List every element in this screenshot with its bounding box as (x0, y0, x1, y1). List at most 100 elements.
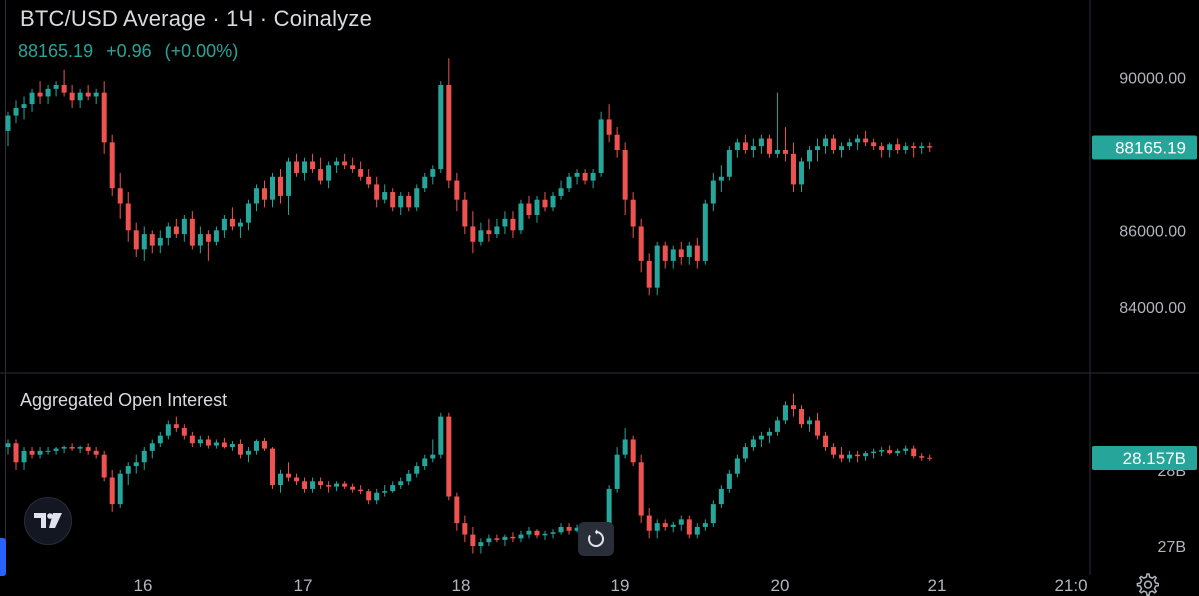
candle (502, 534, 508, 546)
candle (61, 69, 67, 97)
candle-body (550, 532, 556, 534)
candle (85, 85, 91, 101)
candle (702, 519, 708, 531)
candle (478, 222, 484, 246)
candle (630, 435, 636, 467)
candle (718, 165, 724, 193)
candle-body (53, 448, 59, 451)
candle (502, 211, 508, 235)
gear-icon[interactable] (1135, 572, 1159, 596)
candle-body (742, 142, 748, 150)
candle (334, 157, 340, 173)
candle-body (823, 435, 829, 448)
candle (181, 215, 187, 242)
candle (189, 431, 195, 448)
candle-body (269, 448, 275, 486)
candle-body (69, 92, 75, 101)
candle (662, 241, 668, 269)
time-axis-label: 21:0 (1054, 576, 1087, 593)
candle (109, 134, 115, 196)
candle-body (101, 454, 107, 478)
candle-body (879, 146, 885, 150)
candle-body (454, 496, 460, 524)
candle (382, 485, 388, 497)
candle-body (141, 234, 147, 250)
reset-chart-icon (588, 529, 604, 547)
side-panel-handle[interactable] (0, 538, 6, 576)
candle (927, 454, 933, 461)
candle-body (454, 180, 460, 200)
candle-body (927, 457, 933, 459)
candle (205, 435, 211, 449)
candle-body (614, 454, 620, 489)
candle-body (494, 538, 500, 540)
last-price: 88165.19 (18, 41, 94, 61)
candle-body (470, 534, 476, 546)
candle (686, 515, 692, 539)
candle-body (430, 454, 436, 459)
time-axis[interactable]: 16 17 18 19 20 21 21:0 (134, 576, 1088, 593)
candle-body (414, 466, 420, 474)
candle (566, 523, 572, 535)
candle (911, 445, 917, 459)
candle (494, 534, 500, 543)
candle-body (358, 489, 364, 492)
candle (839, 142, 845, 158)
candle-body (518, 534, 524, 539)
candle-body (45, 450, 51, 452)
candle-body (85, 92, 91, 97)
candle (510, 211, 516, 238)
candle-body (149, 234, 155, 246)
candle-body (141, 450, 147, 463)
candle-body (718, 488, 724, 505)
candle-body (374, 492, 380, 501)
candle (454, 492, 460, 531)
candle (646, 253, 652, 296)
candle (93, 447, 99, 459)
candle (278, 469, 284, 493)
candle (93, 88, 99, 105)
candle-body (398, 481, 404, 486)
candle-body (61, 85, 67, 93)
candle (606, 104, 612, 143)
candle-body (133, 462, 139, 467)
candle-body (366, 176, 372, 185)
candle-body (253, 188, 259, 204)
candle (237, 218, 243, 238)
candle-body (911, 448, 917, 457)
price-axis-label: 27B (1158, 539, 1186, 556)
candle (622, 428, 628, 459)
candle (742, 134, 748, 154)
candle-body (710, 180, 716, 204)
candle-body (887, 450, 893, 454)
tradingview-logo-icon[interactable] (24, 497, 72, 545)
price-change: +0.96 (106, 41, 152, 61)
reset-chart-button[interactable] (578, 522, 614, 556)
candle (318, 157, 324, 185)
price-pane: 90000.00 86000.00 84000.00 88165.19 (5, 58, 1197, 317)
candle (470, 526, 476, 554)
candle (69, 85, 75, 108)
candle-body (638, 226, 644, 261)
candle-body (37, 450, 43, 455)
candle-body (237, 444, 243, 455)
candle (662, 519, 668, 531)
candle (350, 483, 356, 493)
indicator-title[interactable]: Aggregated Open Interest (20, 390, 228, 410)
time-axis-label: 20 (771, 576, 790, 593)
candle (221, 215, 227, 238)
candle-body (815, 146, 821, 150)
candle (807, 416, 812, 432)
candle-body (29, 92, 35, 105)
candle-body (566, 176, 572, 189)
candle-body (534, 199, 540, 215)
candle (149, 230, 155, 254)
candle-body (286, 161, 292, 196)
candle-body (406, 473, 412, 482)
candle-body (133, 230, 139, 250)
candle (358, 485, 364, 495)
candle (157, 230, 163, 254)
candle (310, 477, 316, 493)
candle-body (398, 195, 404, 208)
